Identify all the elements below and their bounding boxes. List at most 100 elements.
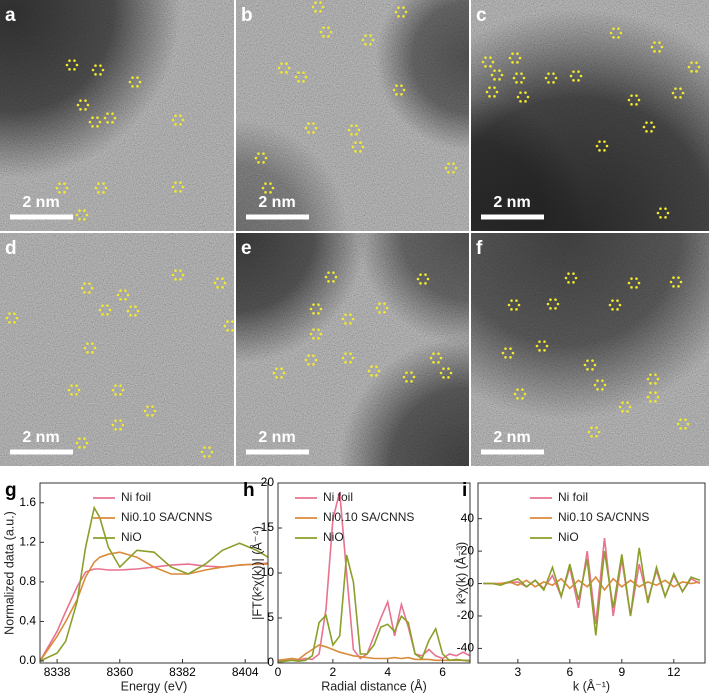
legend-label: Ni0.10 SA/CNNS (121, 510, 212, 524)
atom-marker (76, 103, 80, 107)
atom-marker (515, 72, 518, 75)
atom-marker (618, 405, 622, 409)
atom-marker (650, 45, 654, 49)
y-axis-label: |FT(k²χ(k))| (Å⁻⁴) (249, 526, 264, 620)
atom-marker (616, 308, 619, 311)
atom-marker (596, 388, 599, 391)
micrograph (471, 0, 709, 231)
atom-marker (654, 382, 657, 385)
atom-marker (383, 311, 386, 314)
atom-marker (452, 171, 455, 174)
atom-marker (509, 356, 512, 359)
atom-marker (658, 41, 661, 44)
atom-marker (572, 272, 575, 275)
atom-marker (5, 316, 9, 320)
atom-marker (334, 275, 338, 279)
atom-marker (508, 56, 512, 60)
atom-marker (129, 305, 132, 308)
atom-marker (361, 38, 365, 42)
atom-marker (424, 273, 427, 276)
scale-bar-label: 2 nm (22, 429, 59, 446)
atom-marker (357, 128, 361, 132)
atom-marker (630, 286, 633, 289)
atom-marker (677, 285, 680, 288)
atom-marker (275, 376, 278, 379)
micrograph (0, 233, 234, 466)
atom-marker (63, 191, 66, 194)
atom-marker (402, 88, 406, 92)
atom-marker (114, 393, 117, 396)
atom-marker (85, 213, 89, 217)
atom-marker (635, 94, 638, 97)
atom-marker (452, 162, 455, 165)
atom-marker (489, 65, 492, 68)
atom-marker (375, 365, 378, 368)
atom-marker (114, 384, 117, 387)
atom-marker (395, 93, 398, 96)
atom-marker (327, 280, 330, 283)
atom-marker (519, 91, 522, 94)
atom-marker (15, 316, 19, 320)
atom-marker (616, 299, 619, 302)
atom-marker (153, 409, 157, 413)
atom-marker (277, 66, 281, 70)
atom-marker (447, 171, 450, 174)
atom-marker (91, 342, 94, 345)
atom-marker (231, 329, 234, 332)
x-tick-label: 8382 (169, 665, 196, 679)
atom-marker (410, 380, 413, 383)
shade (0, 233, 234, 466)
atom-marker (437, 352, 440, 355)
atom-marker (593, 363, 597, 367)
y-tick-label: 10 (261, 565, 275, 579)
atom-marker (99, 73, 102, 76)
atom-marker (660, 45, 664, 49)
atom-marker (264, 156, 268, 160)
atom-marker (264, 182, 267, 185)
atom-marker (83, 218, 86, 221)
atom-marker (654, 391, 657, 394)
micrograph (236, 0, 469, 231)
y-axis-label: k³χ(k) (Å⁻³) (453, 542, 468, 604)
scale-bar-label: 2 nm (493, 194, 530, 211)
series-line (483, 575, 700, 592)
atom-marker (104, 186, 108, 190)
atom-marker (572, 79, 575, 82)
atom-marker (126, 309, 130, 313)
y-tick-label: 20 (461, 543, 475, 557)
atom-marker (312, 328, 315, 331)
atom-marker (226, 320, 229, 323)
atom-marker (521, 388, 524, 391)
plot-frame (39, 482, 269, 664)
atom-marker (287, 66, 291, 70)
atom-marker (262, 152, 265, 155)
atom-marker (385, 306, 389, 310)
y-tick-label: -40 (457, 641, 475, 655)
atom-marker (304, 126, 308, 130)
atom-marker (309, 332, 313, 336)
atom-marker (134, 314, 137, 317)
atom-marker (617, 27, 620, 30)
atom-marker (681, 91, 685, 95)
atom-marker (314, 10, 317, 13)
atom-marker (216, 277, 219, 280)
atom-marker (371, 38, 375, 42)
atom-marker (319, 10, 322, 13)
y-tick-label: 0.0 (19, 653, 36, 667)
legend-label: Ni foil (558, 490, 588, 504)
atom-marker (556, 302, 560, 306)
atom-marker (567, 281, 570, 284)
atom-marker (179, 269, 182, 272)
atom-marker (171, 273, 175, 277)
atom-marker (223, 324, 227, 328)
atom-marker (119, 298, 122, 301)
atom-marker (78, 218, 81, 221)
atom-marker (131, 85, 134, 88)
atom-marker (484, 65, 487, 68)
atom-marker (646, 395, 650, 399)
series-line (483, 547, 701, 636)
atom-marker (119, 393, 122, 396)
atom-marker (75, 384, 78, 387)
atom-marker (400, 84, 403, 87)
atom-marker (309, 307, 313, 311)
